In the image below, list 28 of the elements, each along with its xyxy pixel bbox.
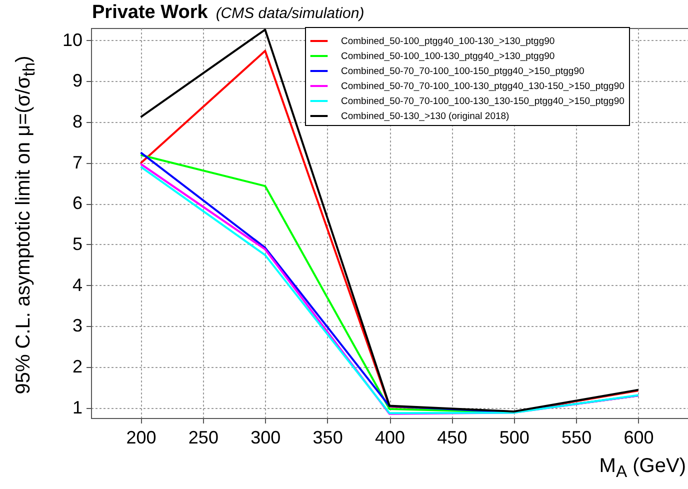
y-tick-label: 2 — [72, 356, 82, 376]
legend-label: Combined_50-70_70-100_100-130_130-150_ptgg40_>150_ptgg90 — [341, 96, 624, 107]
legend-label: Combined_50-100_ptgg40_100-130_>130_ptgg90 — [341, 36, 555, 47]
x-tick-label: 550 — [562, 428, 592, 448]
x-tick-label: 400 — [374, 428, 406, 448]
y-tick-label: 8 — [72, 111, 82, 132]
y-tick-label: 5 — [72, 234, 82, 254]
x-tick-label: 500 — [499, 428, 530, 448]
y-tick-label: 1 — [72, 397, 82, 418]
y-tick-label: 9 — [72, 70, 82, 91]
x-tick-label: 600 — [624, 428, 654, 448]
y-tick-label: 6 — [72, 193, 82, 214]
x-tick-label: 450 — [437, 428, 468, 448]
chart-subtitle: (CMS data/simulation) — [216, 5, 364, 22]
legend-label: Combined_50-70_70-100_100-150_ptgg40_>150_ptgg90 — [341, 66, 584, 77]
x-tick-label: 250 — [188, 428, 218, 448]
chart-title: Private Work — [92, 2, 208, 23]
legend-label: Combined_50-130_>130 (original 2018) — [341, 111, 510, 122]
legend-label: Combined_50-70_70-100_100-130_ptgg40_130-150_>150_ptgg90 — [341, 81, 624, 92]
y-tick-label: 3 — [72, 316, 82, 336]
legend-label: Combined_50-100_100-130_ptgg40_>130_ptgg90 — [341, 51, 555, 62]
x-tick-label: 350 — [312, 428, 343, 448]
y-tick-label: 10 — [62, 30, 82, 50]
y-tick-label: 4 — [72, 274, 82, 295]
x-tick-label: 200 — [126, 428, 156, 448]
x-tick-label: 300 — [250, 428, 281, 448]
x-axis-title: M$_{A}$ (GeV) — [599, 455, 686, 482]
y-tick-label: 7 — [72, 152, 82, 172]
